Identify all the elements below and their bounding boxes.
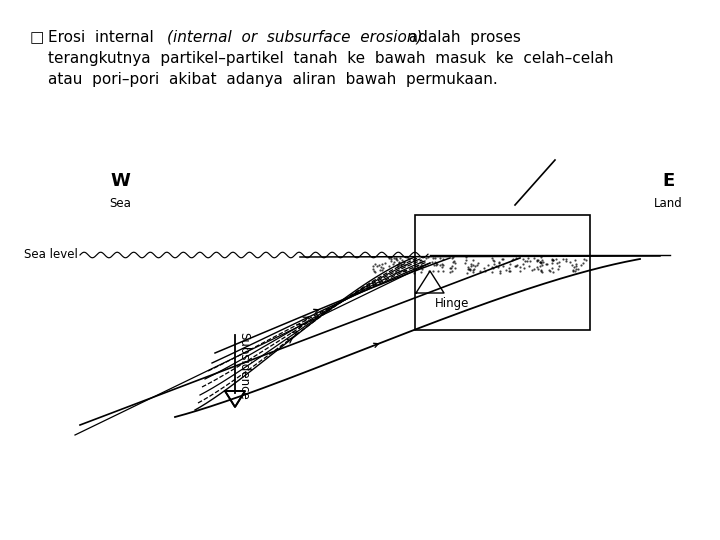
Text: E: E	[662, 172, 674, 190]
Text: Hinge: Hinge	[435, 297, 469, 310]
Text: Subsidence: Subsidence	[237, 332, 250, 400]
Text: Sea level: Sea level	[24, 247, 78, 260]
Text: Land: Land	[654, 197, 683, 210]
Text: □: □	[30, 30, 45, 45]
Bar	[415, 215, 590, 330]
Text: (internal  or  subsurface  erosion): (internal or subsurface erosion)	[167, 30, 423, 45]
Text: terangkutnya  partikel–partikel  tanah  ke  bawah  masuk  ke  celah–celah: terangkutnya partikel–partikel tanah ke …	[48, 51, 613, 66]
Text: Sea: Sea	[109, 197, 131, 210]
Text: atau  pori–pori  akibat  adanya  aliran  bawah  permukaan.: atau pori–pori akibat adanya aliran bawa…	[48, 72, 498, 87]
Polygon shape	[225, 391, 245, 407]
Text: adalah  proses: adalah proses	[399, 30, 521, 45]
Text: Erosi  internal: Erosi internal	[48, 30, 163, 45]
Text: W: W	[110, 172, 130, 190]
